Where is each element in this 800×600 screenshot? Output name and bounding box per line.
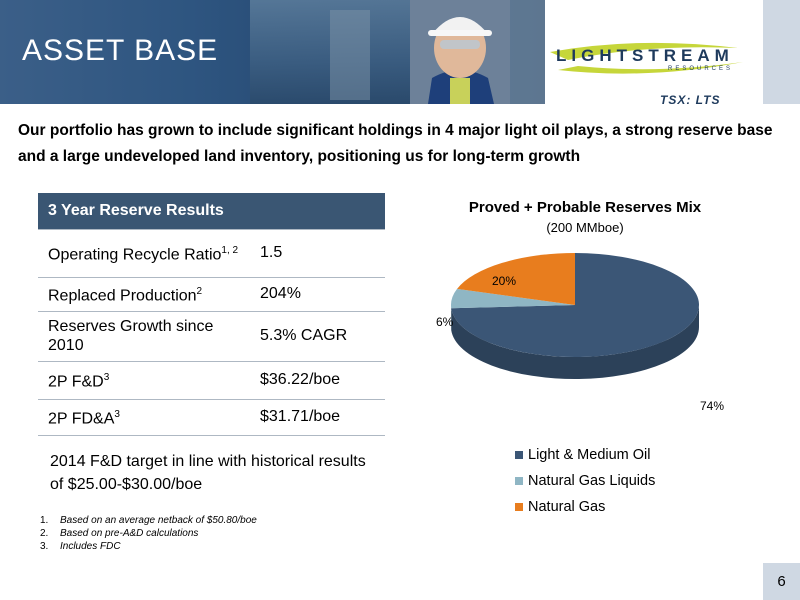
pie-data-label: 74% (700, 399, 724, 413)
row-value: $31.71/boe (250, 399, 385, 436)
pie-side-0 (451, 305, 699, 379)
legend-item: Natural Gas (515, 494, 655, 520)
legend-item: Natural Gas Liquids (515, 468, 655, 494)
row-label: 2P F&D3 (38, 361, 250, 400)
worker-photo (410, 0, 510, 104)
chart-subtitle: (200 MMboe) (546, 220, 624, 235)
pie-data-label: 20% (492, 274, 516, 288)
ticker: TSX: LTS (660, 93, 721, 107)
page-number: 6 (763, 563, 800, 600)
reserve-results-table: 3 Year Reserve Results Operating Recycle… (38, 193, 385, 436)
pie-chart: 74% 6% 20% (436, 253, 724, 413)
table-row: Replaced Production2 204% (38, 277, 385, 312)
row-value: 1.5 (250, 229, 385, 278)
pie-slice-2 (457, 253, 575, 305)
table-row: 2P F&D3 $36.22/boe (38, 361, 385, 400)
footnotes: 1. Based on an average netback of $50.80/… (40, 514, 257, 553)
chart-legend: Light & Medium Oil Natural Gas Liquids N… (515, 442, 655, 520)
row-value: 5.3% CAGR (250, 311, 385, 362)
pie-slice-1 (451, 288, 575, 309)
header: ASSET BASE LIGHTSTREAM RESOURCES TSX: LT… (0, 0, 800, 107)
row-label: Replaced Production2 (38, 277, 250, 312)
pie-slice-0 (451, 253, 699, 357)
legend-item: Light & Medium Oil (515, 442, 655, 468)
footnote: 1. Based on an average netback of $50.80/… (40, 515, 257, 526)
legend-swatch (515, 451, 523, 459)
pie-data-label: 6% (436, 315, 454, 329)
legend-swatch (515, 503, 523, 511)
table-header: 3 Year Reserve Results (38, 193, 385, 230)
table-row: 2P FD&A3 $31.71/boe (38, 399, 385, 436)
row-label: Operating Recycle Ratio1, 2 (38, 229, 250, 278)
logo-subtitle: RESOURCES (668, 66, 734, 72)
fd-target-note: 2014 F&D target in line with historical … (50, 453, 366, 493)
table-row: Operating Recycle Ratio1, 2 1.5 (38, 229, 385, 278)
right-strip (763, 0, 800, 104)
row-label: 2P FD&A3 (38, 399, 250, 436)
intro-text: Our portfolio has grown to include signi… (18, 122, 773, 165)
table-header-label: 3 Year Reserve Results (38, 193, 385, 230)
logo-swoosh (550, 42, 743, 74)
row-label: Reserves Growth since 2010 (38, 311, 250, 362)
logo-name: LIGHTSTREAM (556, 46, 734, 65)
footnote: 2. Based on pre-A&D calculations (40, 528, 199, 539)
page-title: ASSET BASE (22, 34, 219, 67)
chart-title: Proved + Probable Reserves Mix (468, 199, 702, 216)
row-value: 204% (250, 277, 385, 312)
footnote: 3. Includes FDC (40, 541, 121, 552)
table-row: Reserves Growth since 2010 5.3% CAGR (38, 311, 385, 362)
legend-swatch (515, 477, 523, 485)
row-value: $36.22/boe (250, 361, 385, 400)
